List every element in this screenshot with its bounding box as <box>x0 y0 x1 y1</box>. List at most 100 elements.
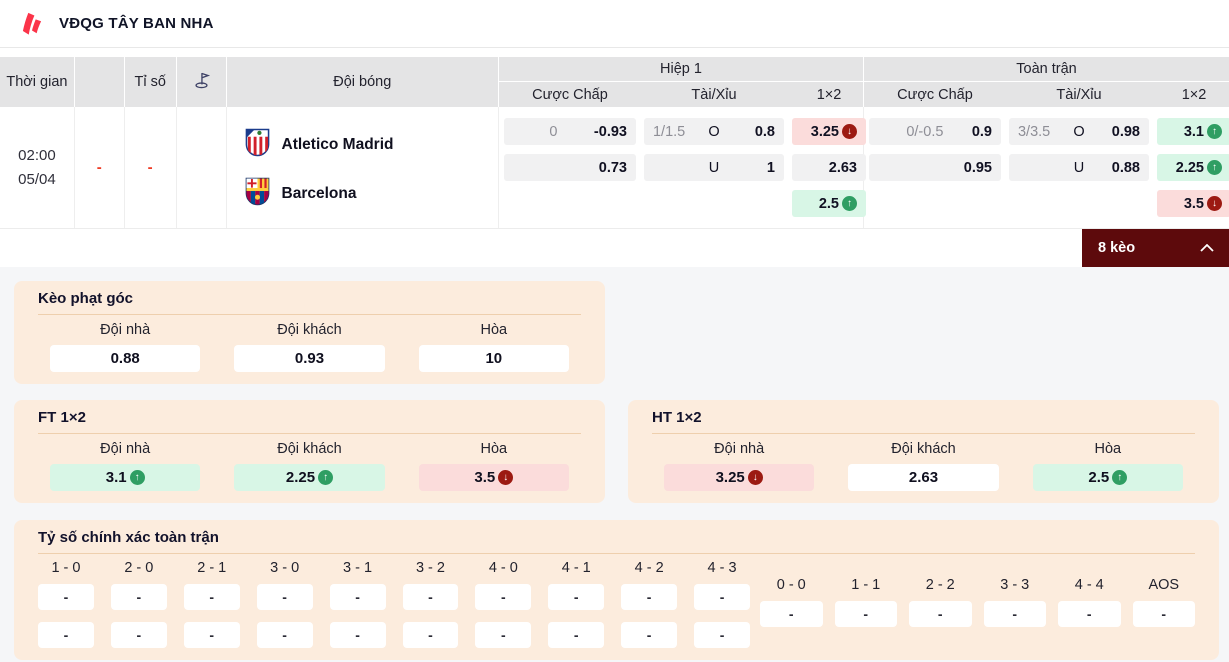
ht-1x2-panel: HT 1×2 Đội nhà Đội khách Hòa 3.25 ↓ 2.63… <box>628 400 1219 503</box>
score-odds-cell: - <box>760 601 823 627</box>
atletico-crest <box>245 128 270 162</box>
score-odds-cell: - <box>621 584 678 610</box>
score-odds-cell: - <box>475 622 532 648</box>
trend-up-icon: ↑ <box>1112 470 1128 485</box>
ft-1x2-draw-odds: 3.5 <box>1183 195 1204 212</box>
h1-handicap-over-cell[interactable]: 0 -0.93 <box>503 118 636 145</box>
barcelona-crest <box>245 177 270 211</box>
score-odds-cell: - <box>329 622 386 648</box>
score-label: 1 - 0 <box>51 560 81 576</box>
ft-panel-title: FT 1×2 <box>38 409 581 434</box>
corner-col-draw: Hòa <box>480 322 508 338</box>
ht-panel-title: HT 1×2 <box>652 409 1195 434</box>
group-header-first-half: Hiệp 1 Cược Chấp Tài/Xỉu 1×2 <box>499 57 864 107</box>
col-header-blank <box>75 57 125 107</box>
trend-down-icon: ↓ <box>841 124 857 139</box>
ft-home-odds-cell[interactable]: 3.1 ↑ <box>50 464 201 491</box>
h1-handicap-odds-2: 0.73 <box>598 159 627 176</box>
ft-handicap-over-cell[interactable]: 0/-0.5 0.9 <box>868 118 1001 145</box>
league-title: VĐQG TÂY BAN NHA <box>59 15 214 32</box>
ft-handicap-under-cell[interactable]: 0.95 <box>868 154 1001 181</box>
h1-1x2-away-cell[interactable]: 2.63 <box>791 154 866 181</box>
col-header-team: Đội bóng <box>227 57 499 107</box>
score-odds-cell: - <box>402 584 459 610</box>
score-label: 3 - 1 <box>343 560 373 576</box>
score-label: 3 - 0 <box>270 560 300 576</box>
corner-col-home: Đội nhà <box>100 322 151 338</box>
group-label-ft: Toàn trận <box>864 57 1229 82</box>
score-odds-cell: - <box>110 584 167 610</box>
home-team-name[interactable]: Atletico Madrid <box>281 136 394 153</box>
h1-ou-side-over: O <box>708 123 720 140</box>
ft-1x2-home-cell[interactable]: 3.1 ↑ <box>1156 118 1229 145</box>
score-odds-cell: - <box>694 622 750 648</box>
sub-header-handicap-ft: Cược Chấp <box>897 86 973 103</box>
score-odds-cell: - <box>548 622 605 648</box>
ft-ou-line: 3/3.5 <box>1017 123 1051 140</box>
match-row: 02:00 05/04 - - <box>0 107 1229 229</box>
score-value: - <box>147 159 153 176</box>
ft-col-away: Đội khách <box>277 441 342 457</box>
sub-header-handicap-h1: Cược Chấp <box>532 86 608 103</box>
away-team-name[interactable]: Barcelona <box>281 185 357 202</box>
score-label: 4 - 1 <box>561 560 591 576</box>
chevron-up-icon <box>1200 240 1214 256</box>
ft-col-draw: Hòa <box>480 441 508 457</box>
h1-ou-over-cell[interactable]: 1/1.5 O 0.8 <box>643 118 784 145</box>
away-team-row[interactable]: Barcelona <box>245 177 357 211</box>
h1-handicap-odds-1: -0.93 <box>593 123 627 140</box>
laliga-logo <box>18 10 45 37</box>
h1-ou-line: 1/1.5 <box>652 123 686 140</box>
score-label: 3 - 2 <box>415 560 445 576</box>
ft-away-odds-cell[interactable]: 2.25 ↑ <box>234 464 385 491</box>
ft-draw-odds-cell[interactable]: 3.5 ↓ <box>418 464 569 491</box>
score-label: 2 - 2 <box>925 577 955 593</box>
corner-draw-odds-cell[interactable]: 10 <box>418 345 569 372</box>
score-odds-cell: - <box>110 622 167 648</box>
ft-1x2-away-cell[interactable]: 2.25 ↑ <box>1156 154 1229 181</box>
score-label: 4 - 4 <box>1074 577 1104 593</box>
h1-handicap-under-cell[interactable]: 0.73 <box>503 154 636 181</box>
group-label-h1: Hiệp 1 <box>499 57 863 82</box>
ft-handicap-line: 0/-0.5 <box>906 123 944 140</box>
score-odds-cell: - <box>329 584 386 610</box>
win-scores-group: 1 - 0-- 2 - 0-- 2 - 1-- 3 - 0-- 3 - 1-- … <box>38 560 750 648</box>
ht-draw-odds-cell[interactable]: 2.5 ↑ <box>1032 464 1183 491</box>
ft-ou-over-cell[interactable]: 3/3.5 O 0.98 <box>1008 118 1149 145</box>
h1-1x2-home-odds: 3.25 <box>810 123 839 140</box>
score-label: 2 - 0 <box>124 560 154 576</box>
corner-odds-panel: Kèo phạt góc Đội nhà Đội khách Hòa 0.88 … <box>14 281 605 384</box>
draw-scores-group: 0 - 0 - 1 - 1 - 2 - 2 - 3 - 3 - 4 - 4 - AOS - <box>760 577 1195 648</box>
trend-up-icon: ↑ <box>1206 160 1222 175</box>
score-odds-cell: - <box>475 584 532 610</box>
score-label: 4 - 2 <box>634 560 664 576</box>
h1-ou-odds-over: 0.8 <box>754 123 775 140</box>
odds-table-header: Thời gian Tỉ số Đội bóng Hiệp 1 Cược Chấ… <box>0 57 1229 107</box>
extra-markets-section: Kèo phạt góc Đội nhà Đội khách Hòa 0.88 … <box>0 267 1229 660</box>
ft-ou-under-cell[interactable]: U 0.88 <box>1008 154 1149 181</box>
ht-home-odds-cell[interactable]: 3.25 ↓ <box>664 464 815 491</box>
group-header-full-time: Toàn trận Cược Chấp Tài/Xỉu 1×2 <box>864 57 1229 107</box>
trend-down-icon: ↓ <box>747 470 763 485</box>
h1-ou-under-cell[interactable]: U 1 <box>643 154 784 181</box>
h1-ou-side-under: U <box>708 159 720 176</box>
ft-col-home: Đội nhà <box>100 441 151 457</box>
ft-1x2-draw-cell[interactable]: 3.5 ↓ <box>1156 190 1229 217</box>
more-odds-label: 8 kèo <box>1098 240 1136 256</box>
correct-score-panel: Tỷ số chính xác toàn trận 1 - 0-- 2 - 0-… <box>14 520 1219 660</box>
ht-away-odds-cell[interactable]: 2.63 <box>848 464 999 491</box>
score-odds-cell: - <box>402 622 459 648</box>
home-team-row[interactable]: Atletico Madrid <box>245 128 394 162</box>
more-odds-button[interactable]: 8 kèo <box>1082 229 1229 267</box>
teams-cell: Atletico Madrid <box>227 107 499 228</box>
corner-away-odds-cell[interactable]: 0.93 <box>234 345 385 372</box>
corner-col-away: Đội khách <box>277 322 342 338</box>
score-odds-cell: - <box>38 622 94 648</box>
h1-1x2-draw-cell[interactable]: 2.5 ↑ <box>791 190 866 217</box>
score-odds-cell: - <box>694 584 750 610</box>
h1-1x2-home-cell[interactable]: 3.25 ↓ <box>791 118 866 145</box>
stat-home-value: - <box>96 159 102 176</box>
ft-ou-side-over: O <box>1073 123 1085 140</box>
score-label: 3 - 3 <box>1000 577 1030 593</box>
corner-home-odds-cell[interactable]: 0.88 <box>50 345 201 372</box>
